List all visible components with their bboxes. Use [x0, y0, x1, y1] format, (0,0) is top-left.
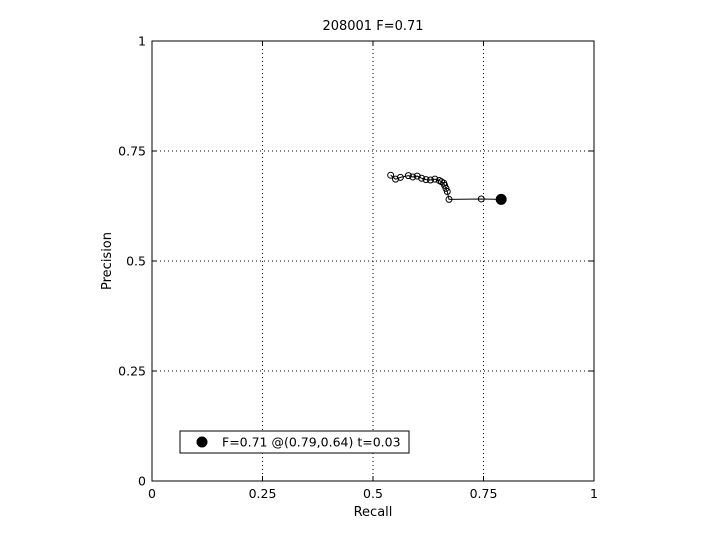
pr-point-marker	[477, 195, 485, 203]
x-tick-label: 0.5	[363, 486, 383, 501]
y-tick-label: 0.5	[126, 254, 146, 269]
legend-marker	[196, 436, 208, 448]
pr-point-marker	[426, 176, 434, 184]
pr-point-marker	[445, 195, 453, 203]
pr-point-marker	[443, 187, 451, 195]
legend-label: F=0.71 @(0.79,0.64) t=0.03	[222, 435, 401, 450]
y-axis-label: Precision	[100, 232, 115, 290]
y-tick-label: 0	[138, 474, 146, 489]
axis-ticks: 0 0.25 0.5 0.75 1 0 0.25 0.5 0.75 1	[118, 34, 598, 502]
pr-point-marker	[441, 181, 449, 189]
pr-point-marker	[442, 184, 450, 192]
pr-point-marker	[422, 176, 430, 184]
pr-point-marker	[404, 172, 412, 180]
pr-point-marker	[409, 173, 417, 181]
x-axis-label: Recall	[354, 505, 393, 520]
x-tick-label: 0	[148, 486, 156, 501]
pr-point-marker	[387, 171, 395, 179]
pr-point-marker	[396, 173, 404, 181]
y-tick-label: 0.75	[118, 144, 146, 159]
legend: F=0.71 @(0.79,0.64) t=0.03	[179, 430, 410, 454]
grid-lines	[152, 41, 594, 481]
legend-box	[179, 430, 410, 454]
x-tick-label: 0.25	[249, 486, 277, 501]
pr-point-marker	[392, 175, 400, 183]
pr-point-marker	[418, 174, 426, 182]
y-tick-label: 0.25	[118, 364, 146, 379]
chart-title: 208001 F=0.71	[322, 19, 423, 34]
y-tick-label: 1	[138, 34, 146, 49]
pr-point-marker	[431, 175, 439, 183]
best-f-point-marker	[495, 193, 507, 205]
series-group	[387, 171, 507, 205]
x-tick-label: 0.75	[470, 486, 498, 501]
pr-point-marker	[413, 172, 421, 180]
x-tick-label: 1	[590, 486, 598, 501]
